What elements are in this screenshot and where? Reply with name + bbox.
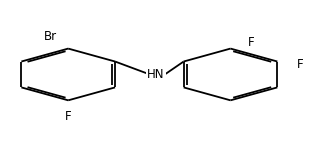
Text: F: F — [65, 110, 72, 123]
Text: HN: HN — [147, 68, 164, 81]
Text: Br: Br — [44, 30, 57, 43]
Text: F: F — [297, 58, 303, 71]
Text: F: F — [248, 36, 255, 49]
